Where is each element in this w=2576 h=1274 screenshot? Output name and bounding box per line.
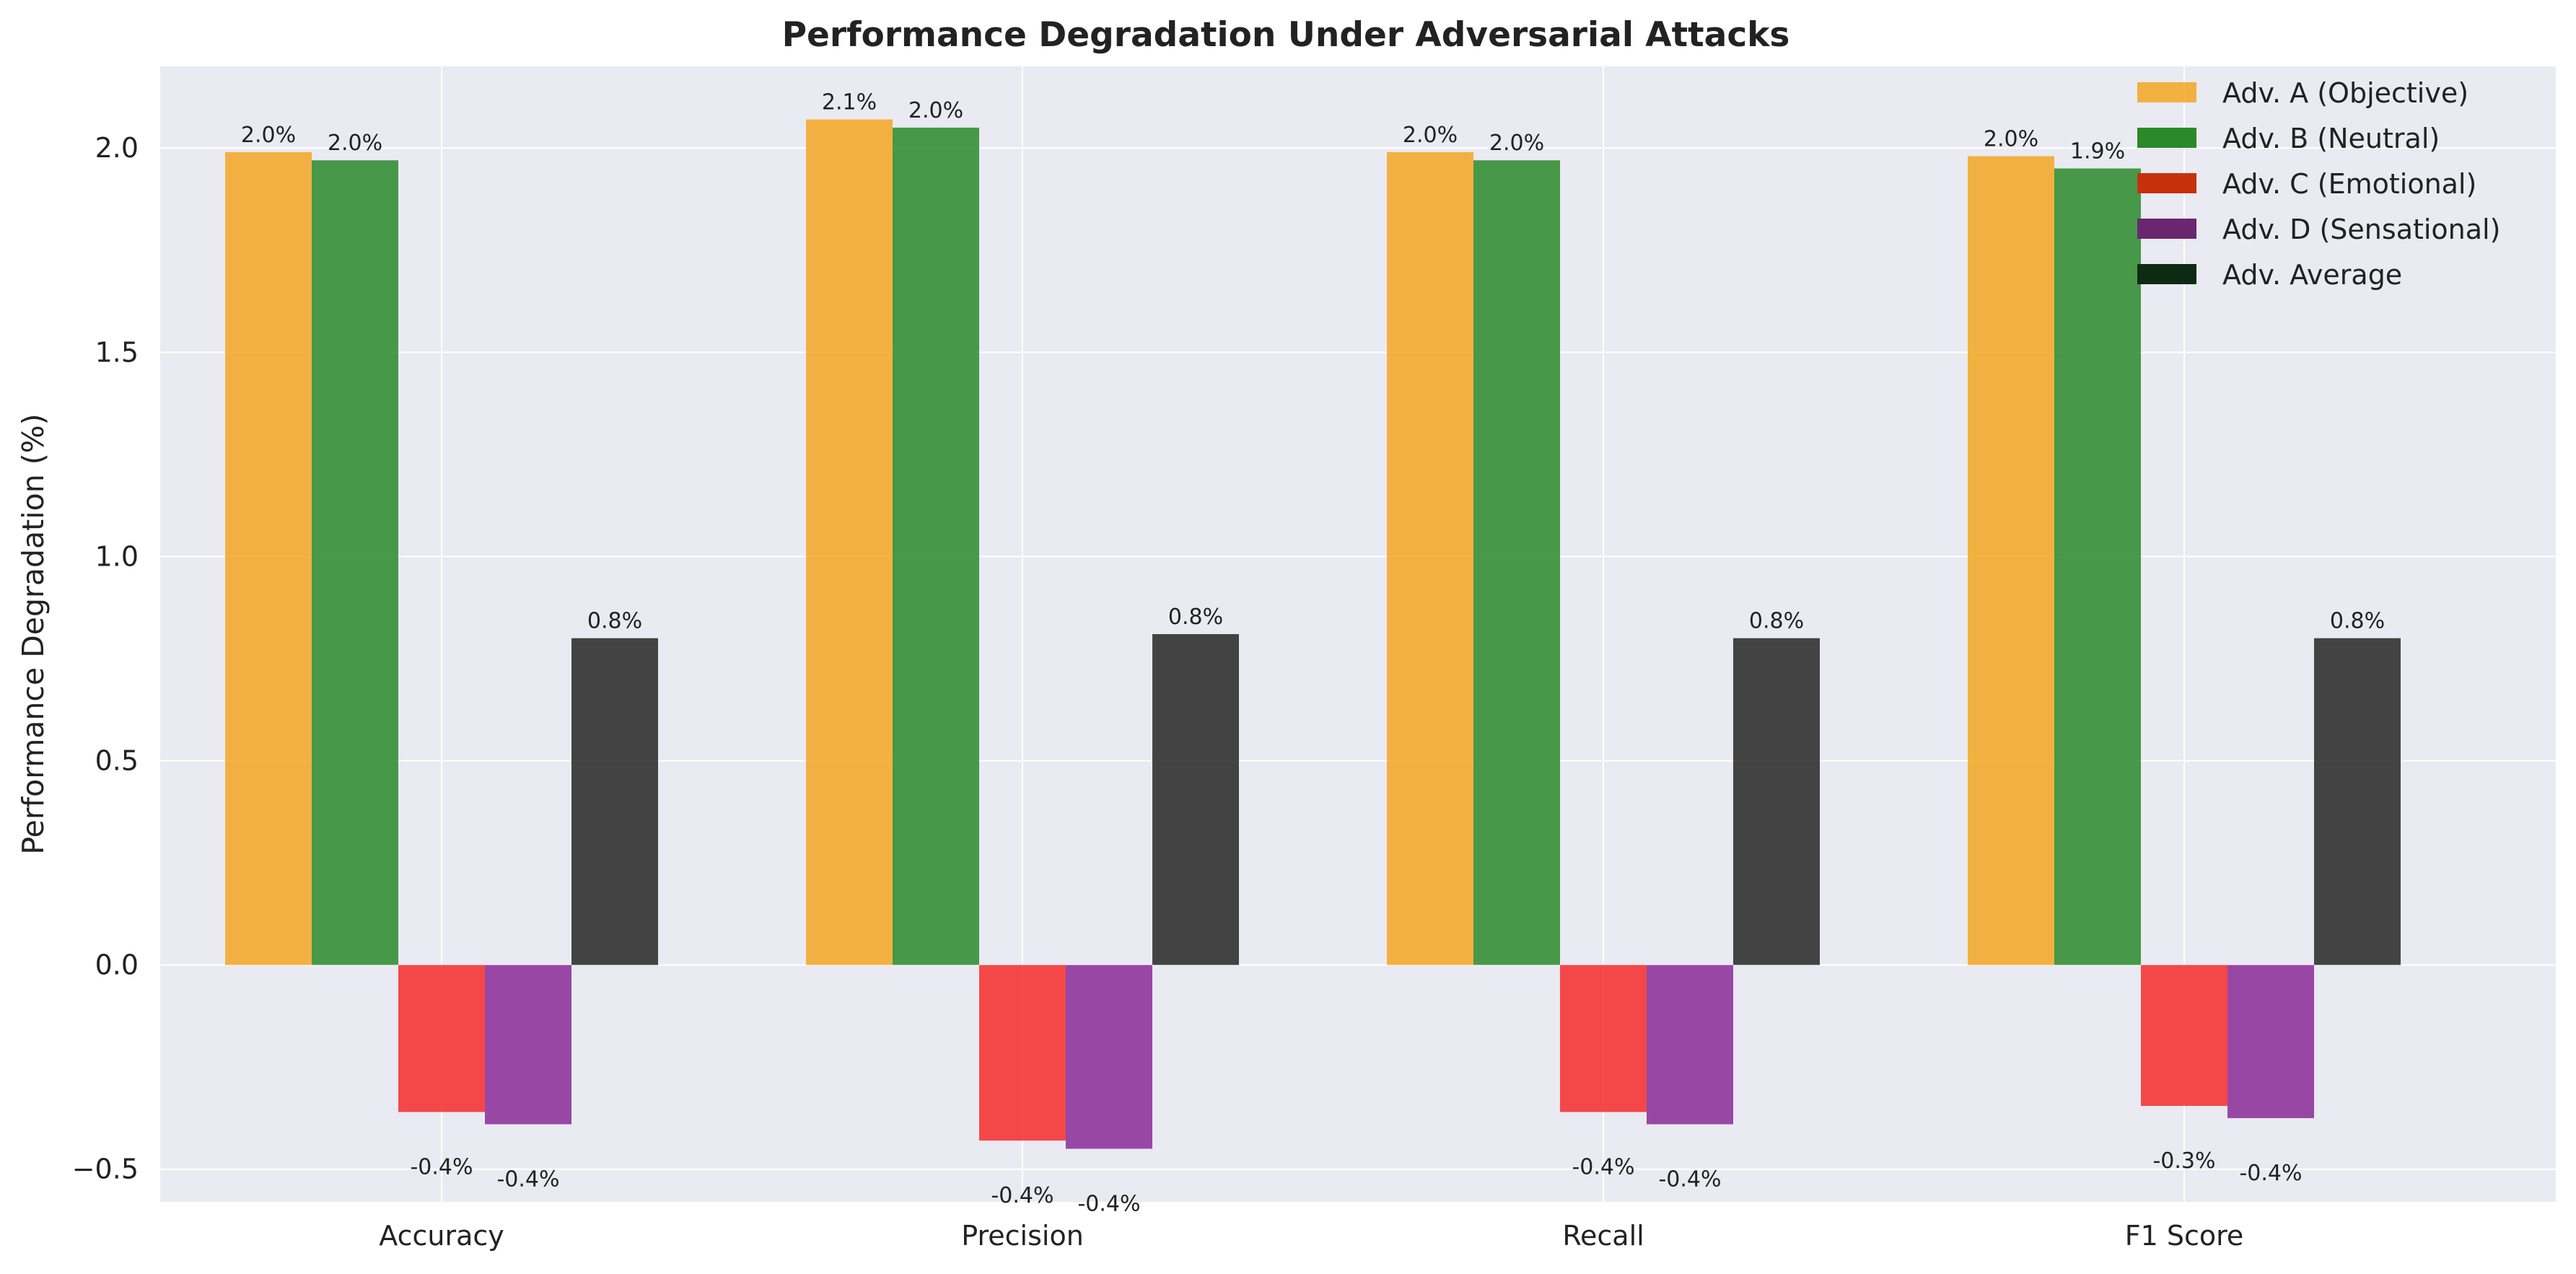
bar-value-label: 2.0%: [1984, 127, 2038, 152]
bar-value-label: -0.4%: [496, 1167, 559, 1192]
y-tick-label: 1.5: [95, 336, 139, 368]
bar-value-label: -0.4%: [410, 1154, 473, 1179]
legend-label: Adv. B (Neutral): [2222, 123, 2440, 154]
bar: [2314, 638, 2401, 965]
bar: [2141, 965, 2227, 1106]
y-tick-label: 2.0: [95, 132, 139, 164]
bar-value-label: 2.0%: [1489, 131, 1544, 156]
legend-swatch: [2137, 128, 2196, 148]
x-tick-label: Accuracy: [379, 1220, 504, 1252]
y-tick-label: 0.0: [95, 949, 139, 981]
bar: [1733, 638, 1820, 965]
x-tick-label: Recall: [1562, 1220, 1644, 1252]
bar: [1066, 965, 1152, 1149]
x-tick-label: F1 Score: [2125, 1220, 2244, 1252]
bar: [225, 151, 312, 965]
x-tick-label: Precision: [961, 1220, 1084, 1252]
legend-label: Adv. D (Sensational): [2222, 214, 2500, 245]
bar: [979, 965, 1066, 1141]
bar-value-label: 1.9%: [2070, 139, 2125, 164]
bar: [1560, 965, 1647, 1112]
bar-value-label: -0.4%: [1077, 1191, 1140, 1216]
bars: [225, 119, 2401, 1149]
bar: [2227, 965, 2314, 1118]
legend-swatch: [2137, 264, 2196, 284]
bar-value-label: 0.8%: [587, 609, 642, 634]
legend-label: Adv. Average: [2222, 259, 2402, 291]
x-axis-ticks: Accuracy Precision Recall F1 Score: [379, 1220, 2243, 1252]
bar-value-label: 0.8%: [1168, 605, 1223, 630]
bar-value-label: 0.8%: [2330, 609, 2385, 634]
chart-title: Performance Degradation Under Adversaria…: [782, 15, 1790, 55]
bar-value-label: -0.3%: [2152, 1148, 2215, 1174]
bar: [312, 160, 398, 965]
legend-label: Adv. A (Objective): [2222, 77, 2468, 109]
bar: [1968, 156, 2054, 965]
bar-value-label: -0.4%: [1658, 1167, 1721, 1192]
bar: [1387, 151, 1473, 965]
y-tick-label: 0.5: [95, 745, 139, 777]
data-labels: 2.0% 2.1% 2.0% 2.0% 2.0% 2.0% 2.0% 1.9% -0.4% -0.…: [241, 90, 2385, 1217]
bar-value-label: 2.0%: [328, 131, 382, 156]
legend-label: Adv. C (Emotional): [2222, 168, 2476, 200]
y-axis-label: Performance Degradation (%): [16, 413, 51, 854]
y-tick-label: 1.0: [95, 540, 139, 572]
bar-value-label: 2.1%: [822, 90, 877, 115]
bar: [1473, 160, 1560, 965]
legend-swatch: [2137, 82, 2196, 102]
bar-value-label: -0.4%: [991, 1183, 1053, 1208]
bar: [1152, 634, 1239, 965]
bar-value-label: 0.8%: [1749, 609, 1804, 634]
bar-value-label: -0.4%: [2239, 1161, 2302, 1186]
bar: [485, 965, 571, 1125]
legend-swatch: [2137, 219, 2196, 239]
bar: [1647, 965, 1733, 1125]
bar: [571, 638, 658, 965]
bar-value-label: 2.0%: [1403, 123, 1458, 148]
bar: [398, 965, 485, 1112]
y-tick-label: −0.5: [72, 1154, 139, 1185]
bar: [2054, 168, 2141, 965]
bar-value-label: -0.4%: [1572, 1154, 1634, 1179]
legend: Adv. A (Objective) Adv. B (Neutral) Adv. C…: [2137, 77, 2500, 291]
bar: [806, 119, 893, 965]
bar-value-label: 2.0%: [908, 98, 963, 123]
bar-value-label: 2.0%: [241, 123, 296, 148]
legend-swatch: [2137, 173, 2196, 193]
y-axis-ticks: −0.5 0.0 0.5 1.0 1.5 2.0: [72, 132, 139, 1185]
bar: [893, 127, 979, 965]
